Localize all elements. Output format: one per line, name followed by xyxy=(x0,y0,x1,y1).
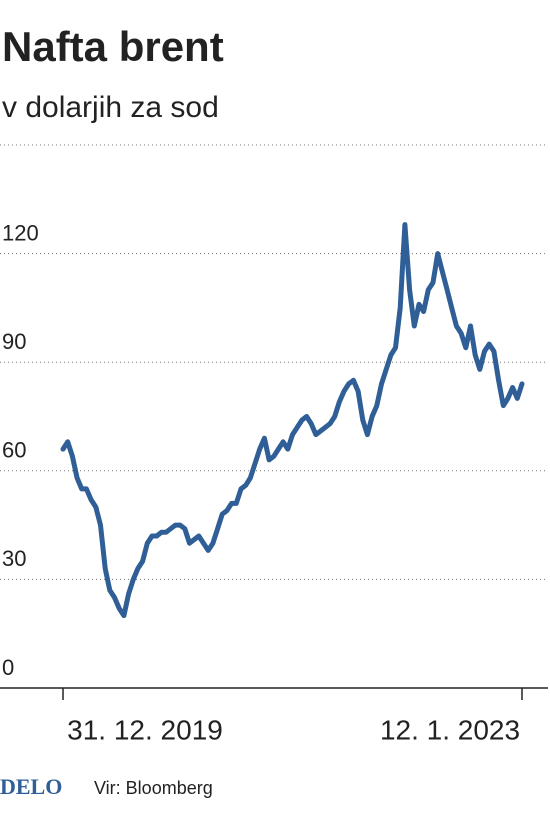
y-tick-label: 120 xyxy=(2,220,39,245)
chart-subtitle: v dolarjih za sod xyxy=(2,91,219,124)
logo: DELO xyxy=(0,774,62,799)
price-line xyxy=(60,222,525,619)
source: Vir: Bloomberg xyxy=(94,778,213,798)
y-tick-label: 0 xyxy=(2,655,14,680)
x-tick-label: 12. 1. 2023 xyxy=(380,714,520,745)
y-tick-label: 60 xyxy=(2,438,26,463)
y-tick-label: 90 xyxy=(2,329,26,354)
chart-title: Nafta brent xyxy=(2,23,224,70)
y-tick-label: 30 xyxy=(2,546,26,571)
x-tick-label: 31. 12. 2019 xyxy=(67,714,223,745)
